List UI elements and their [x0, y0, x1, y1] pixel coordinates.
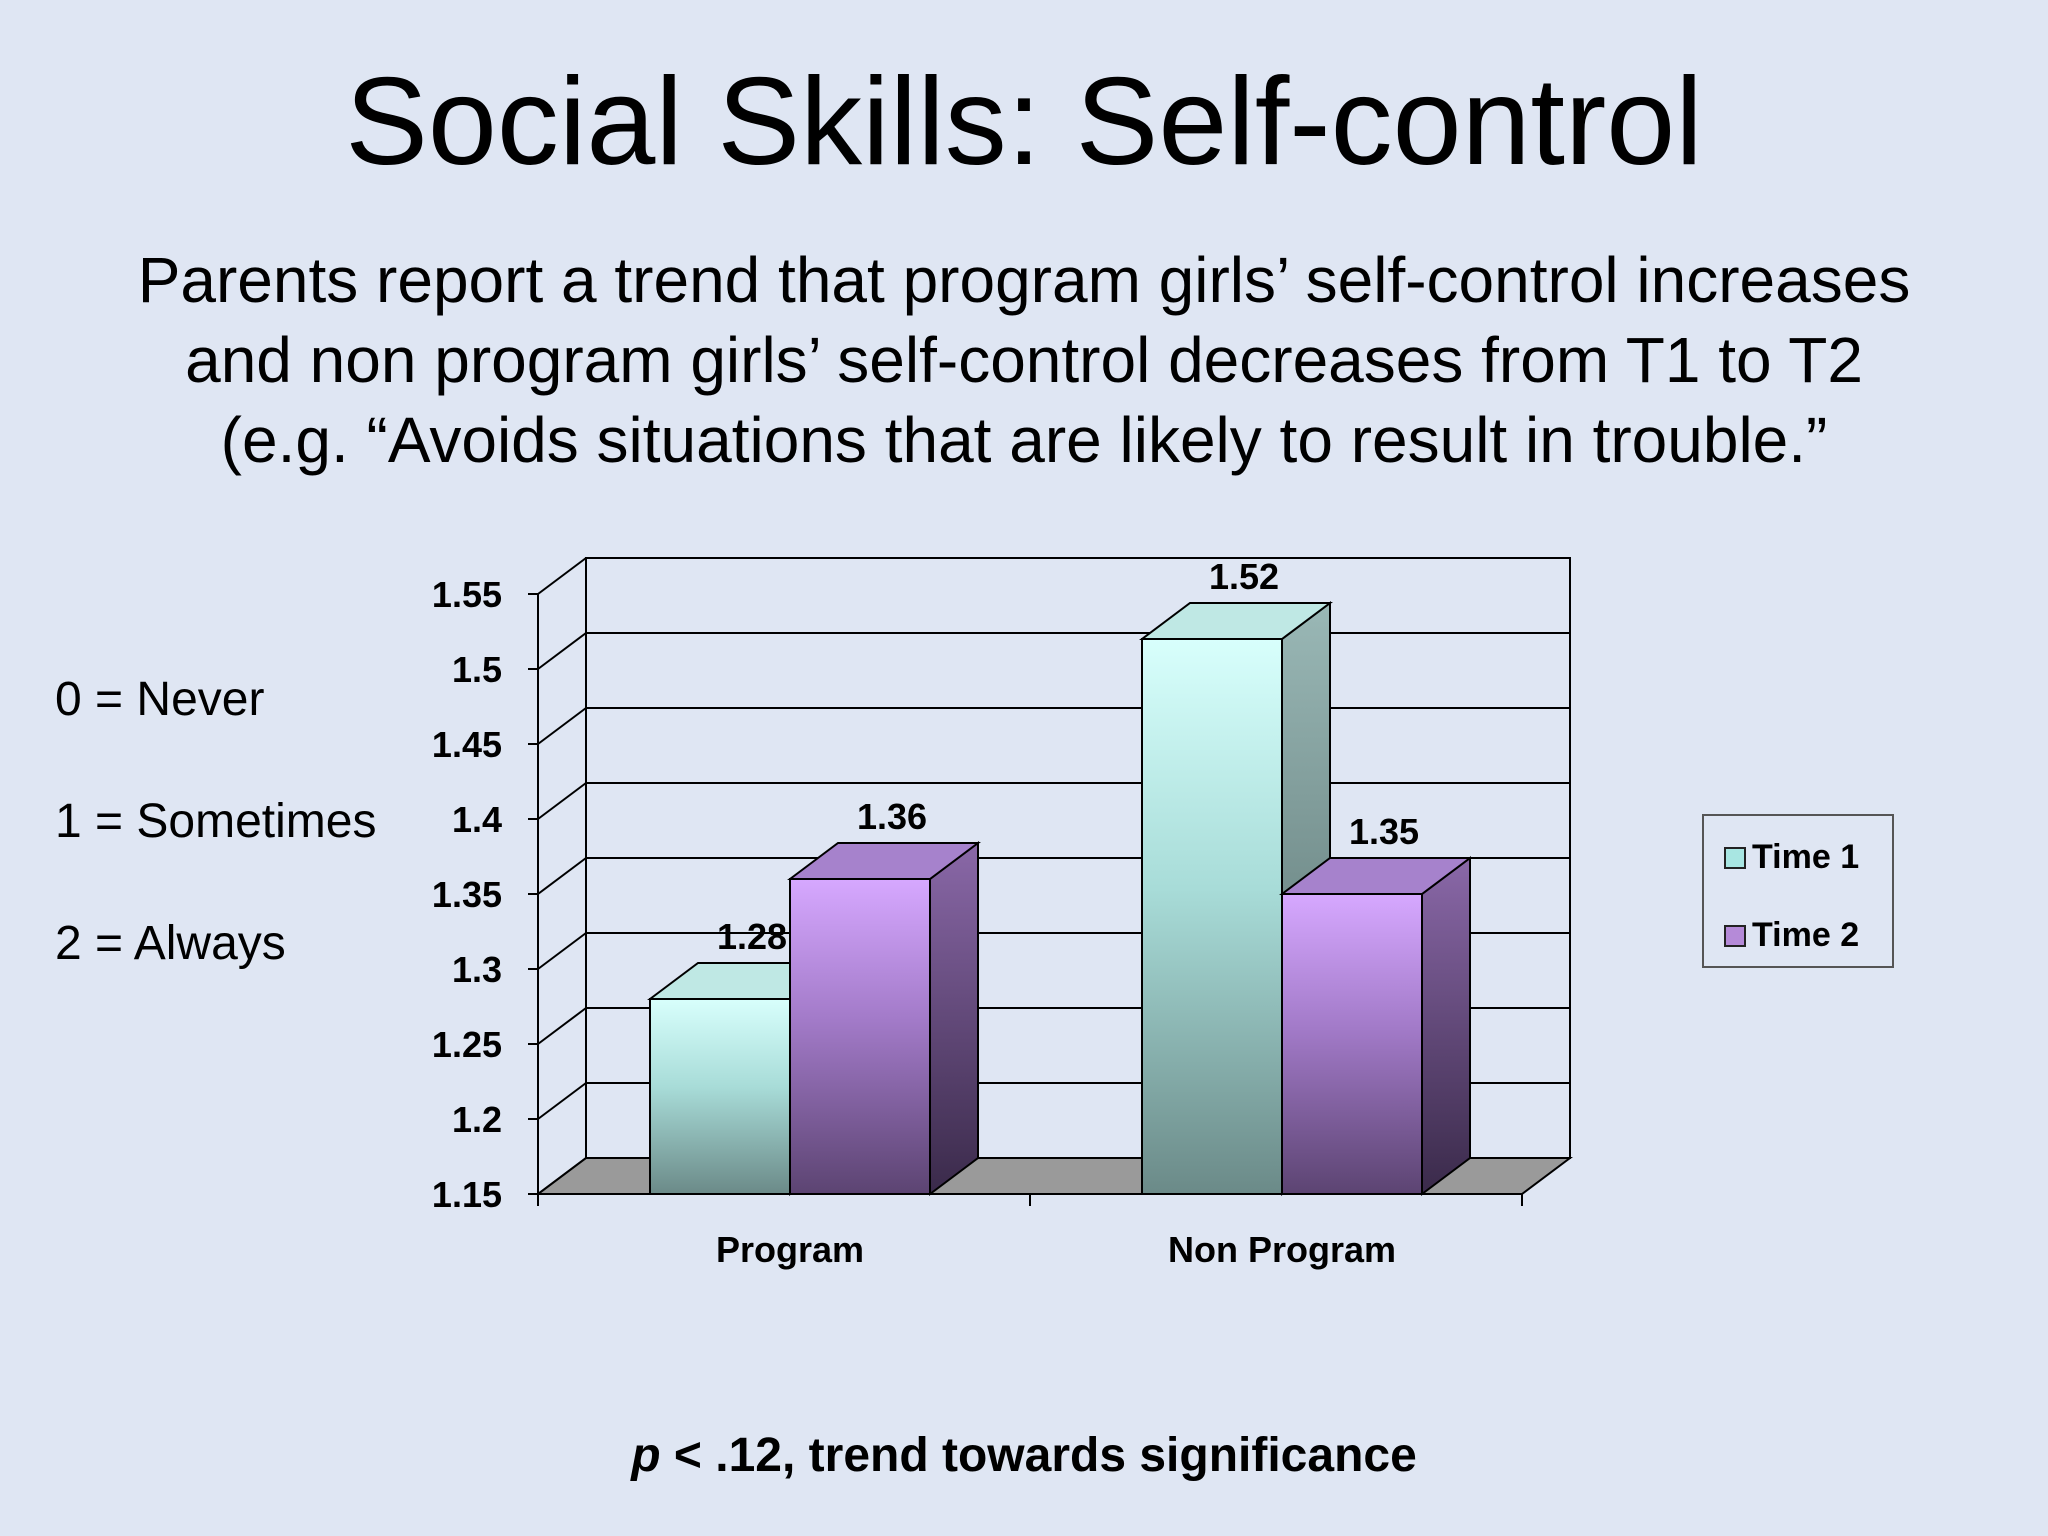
significance-note: p < .12, trend towards significance [0, 1428, 2048, 1483]
gridline-side [537, 557, 587, 595]
bar-time-1 [649, 998, 791, 1195]
y-tick-label: 1.55 [432, 574, 502, 615]
data-label: 1.52 [1209, 556, 1279, 597]
gridline-side [537, 932, 587, 970]
data-labels: 1.28 1.36 1.52 1.35 [717, 556, 1419, 957]
chart-bars [647, 601, 1473, 1196]
legend-item-time-1: Time 1 [1724, 838, 1859, 877]
gridline-side [537, 632, 587, 670]
scale-key-item: 0 = Never [55, 673, 265, 726]
legend-swatch-time-2 [1724, 924, 1746, 947]
y-tick-label: 1.45 [432, 724, 502, 765]
slide-subtitle: Parents report a trend that program girl… [40, 240, 2008, 480]
y-tick-label: 1.15 [432, 1174, 502, 1215]
legend-item-time-2: Time 2 [1724, 916, 1859, 955]
y-tick-label: 1.35 [432, 874, 502, 915]
data-label: 1.36 [857, 796, 927, 837]
gridline-side [537, 1007, 587, 1045]
x-axis-tick-labels: Program Non Program [716, 1229, 1396, 1270]
gridline-side [537, 707, 587, 745]
gridline-side [537, 1157, 587, 1195]
bar-time-2 [789, 878, 931, 1195]
gridline-side [537, 857, 587, 895]
y-tick-label: 1.5 [452, 649, 502, 690]
scale-key-item: 2 = Always [55, 917, 286, 970]
x-tick-label: Non Program [1168, 1229, 1396, 1270]
y-tick-label: 1.3 [452, 949, 502, 990]
bar-side-time-2 [1421, 856, 1471, 1196]
y-tick-label: 1.2 [452, 1099, 502, 1140]
subtitle-line: (e.g. “Avoids situations that are likely… [220, 404, 1828, 476]
legend-swatch-time-1 [1724, 846, 1746, 869]
gridline-side [537, 782, 587, 820]
bar-side-time-2 [929, 841, 979, 1196]
y-tick-label: 1.25 [432, 1024, 502, 1065]
subtitle-line: and non program girls’ self-control decr… [185, 324, 1863, 396]
p-symbol: p [631, 1429, 661, 1482]
legend-label: Time 1 [1752, 838, 1860, 876]
x-tick-label: Program [716, 1229, 864, 1270]
y-axis-tick-labels: 1.55 1.5 1.45 1.4 1.35 1.3 1.25 1.2 1.15 [432, 574, 502, 1215]
gridline-side [537, 1082, 587, 1120]
y-tick-label: 1.4 [452, 799, 502, 840]
significance-text: < .12, trend towards significance [660, 1429, 1417, 1482]
bar-time-1 [1141, 638, 1283, 1195]
legend-label: Time 2 [1752, 916, 1860, 954]
subtitle-line: Parents report a trend that program girl… [137, 244, 1911, 316]
scale-key-item: 1 = Sometimes [55, 795, 377, 848]
slide-title: Social Skills: Self-control [345, 53, 1703, 191]
scale-key: 0 = Never 1 = Sometimes 2 = Always [55, 672, 376, 1038]
data-label: 1.28 [717, 916, 787, 957]
bar-time-2 [1281, 893, 1423, 1195]
chart-legend: Time 1 Time 2 [1702, 814, 1894, 968]
data-label: 1.35 [1349, 811, 1419, 852]
